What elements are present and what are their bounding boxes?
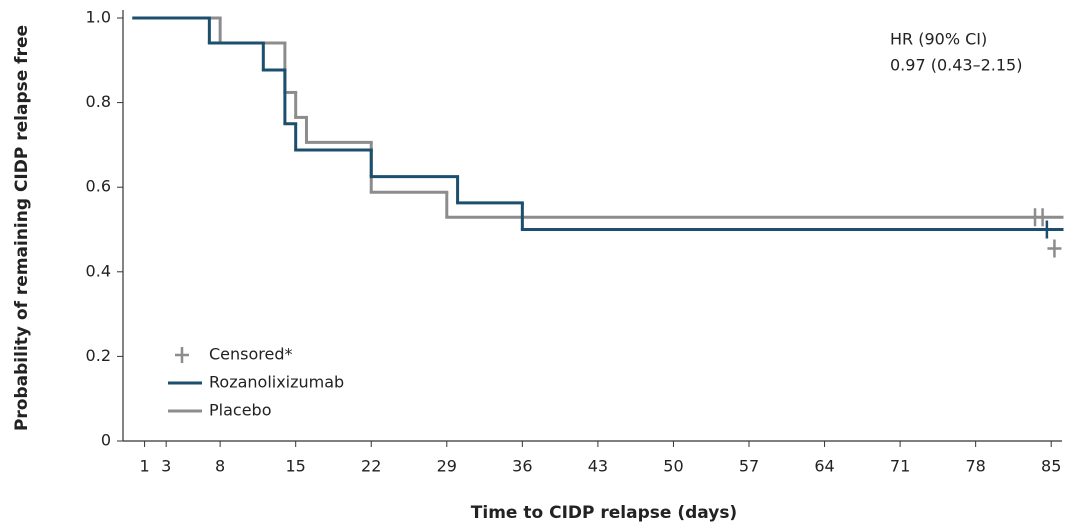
x-tick-label: 3 [161,457,171,476]
x-tick-label: 64 [814,457,834,476]
x-tick-label: 78 [965,457,985,476]
x-tick-label: 29 [437,457,457,476]
legend-label: Placebo [209,401,271,420]
legend-label: Censored* [209,345,293,364]
y-tick-label: 0 [101,431,111,450]
annotation: HR (90% CI) [890,30,987,49]
y-tick-label: 0.2 [86,346,111,365]
x-tick-label: 43 [588,457,608,476]
y-tick-label: 1.0 [86,8,111,27]
y-tick-label: 0.4 [86,261,111,280]
x-tick-label: 57 [739,457,759,476]
x-tick-label: 85 [1041,457,1061,476]
legend-label: Rozanolixizumab [209,373,344,392]
x-tick-label: 8 [215,457,225,476]
x-axis-title: Time to CIDP relapse (days) [471,503,737,523]
x-tick-label: 36 [512,457,532,476]
y-tick-label: 0.8 [86,92,111,111]
x-tick-label: 50 [663,457,683,476]
censor-mark [1035,208,1050,227]
y-tick-label: 0.6 [86,177,111,196]
y-axis-title: Probability of remaining CIDP relapse fr… [12,25,32,431]
censor-mark [1047,239,1062,258]
x-tick-label: 15 [286,457,306,476]
annotation: 0.97 (0.43–2.15) [890,56,1022,75]
x-tick-label: 71 [890,457,910,476]
legend-censor-icon [175,347,189,363]
x-tick-label: 1 [139,457,149,476]
censor-mark [1039,220,1054,239]
x-tick-label: 22 [361,457,381,476]
